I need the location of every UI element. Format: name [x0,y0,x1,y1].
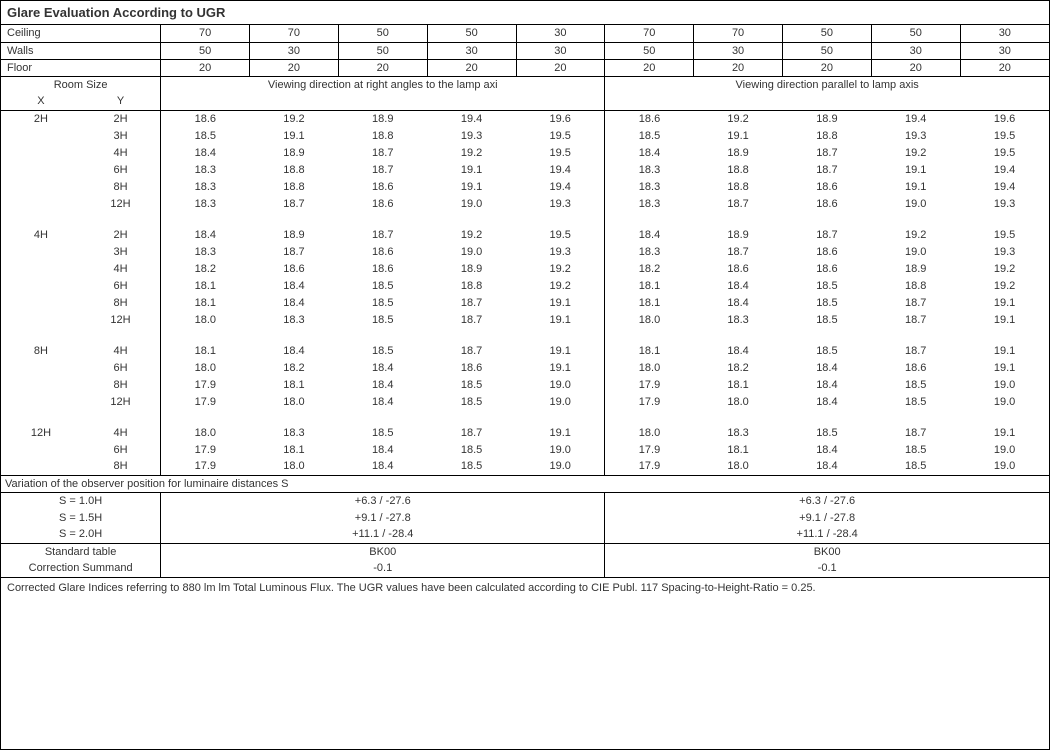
ugr-table: Ceiling70705050307070505030Walls50305030… [1,25,1049,598]
page-title: Glare Evaluation According to UGR [1,1,1049,25]
ugr-table-page: Glare Evaluation According to UGR Ceilin… [0,0,1050,750]
